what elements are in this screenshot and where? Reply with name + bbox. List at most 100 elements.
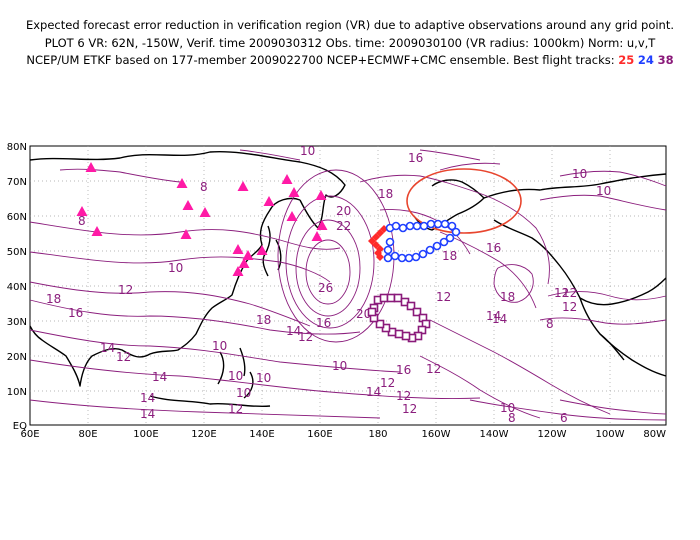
flight-track-point — [412, 221, 422, 231]
contour-label: 12 — [380, 376, 395, 390]
contour-label: 10 — [256, 371, 271, 385]
contour-label: 12 — [562, 300, 577, 314]
lon-label: 120E — [191, 429, 216, 440]
lon-label: 100W — [596, 429, 625, 440]
lon-label: 140E — [249, 429, 274, 440]
raob-marker — [85, 162, 97, 172]
lon-label: 160W — [422, 429, 451, 440]
lon-label: 100E — [133, 429, 158, 440]
contour-label: 18 — [256, 313, 271, 327]
raob-marker — [242, 250, 254, 260]
flight-track-point — [375, 319, 385, 329]
contour-label: 12 — [402, 402, 417, 416]
lon-label: 80E — [78, 429, 97, 440]
contour-label: 14 — [366, 385, 381, 399]
raob-marker — [316, 220, 328, 230]
flight-track-point — [390, 251, 400, 261]
lat-label: 50N — [7, 247, 27, 258]
flight-track-point — [440, 219, 450, 229]
lat-label: 60N — [7, 212, 27, 223]
contour-label: 18 — [378, 187, 393, 201]
contour-label: 10 — [332, 359, 347, 373]
flight-track-point — [445, 233, 455, 243]
lon-label: 160E — [307, 429, 332, 440]
header-line-1: Expected forecast error reduction in ver… — [25, 18, 675, 32]
flight-track-point — [412, 307, 422, 317]
contour-label: 10 — [300, 144, 315, 158]
flight-track-point — [397, 253, 407, 263]
lon-label: 180 — [368, 429, 387, 440]
flight-track-point — [404, 253, 414, 263]
raob-marker — [76, 206, 88, 216]
contour-label: 12 — [436, 290, 451, 304]
raob-marker — [311, 231, 323, 241]
flight-track-point — [367, 307, 377, 317]
flight-track-point — [393, 293, 403, 303]
lat-label: 30N — [7, 317, 27, 328]
raob-marker — [256, 245, 268, 255]
contour-label: 16 — [396, 363, 411, 377]
contour-label: 14 — [100, 341, 115, 355]
lat-label: 80N — [7, 142, 27, 153]
raob-marker — [232, 244, 244, 254]
header-line-2: PLOT 6 VR: 62N, -150W, Verif. time 20090… — [44, 36, 656, 50]
flight-track-point — [425, 245, 435, 255]
contour-label: 12 — [116, 350, 131, 364]
track-25-label: 25 — [618, 53, 635, 67]
flight-track-point — [418, 249, 428, 259]
contour-label: 14 — [492, 312, 507, 326]
contour-label: 8 — [200, 180, 208, 194]
contour-label: 18 — [500, 290, 515, 304]
contour-label: 10 — [228, 369, 243, 383]
flight-track-point — [411, 252, 421, 262]
lat-label: 10N — [7, 387, 27, 398]
flight-track-point — [419, 221, 429, 231]
contour-label: 10 — [596, 184, 611, 198]
contour-label: 12 — [426, 362, 441, 376]
contour-label: 12 — [228, 402, 243, 416]
contour-label: 8 — [508, 411, 516, 425]
flight-track-point — [401, 331, 411, 341]
contour-label: 8 — [546, 317, 554, 331]
flight-track-point — [426, 219, 436, 229]
contour-label: 22 — [336, 219, 351, 233]
flight-track-point — [447, 221, 457, 231]
raob-marker — [263, 196, 275, 206]
lat-label: 20N — [7, 352, 27, 363]
flight-track-point — [376, 253, 384, 261]
contour-label: 14 — [140, 407, 155, 421]
raob-marker — [288, 187, 300, 197]
flight-track-point — [391, 221, 401, 231]
flight-track-point — [432, 241, 442, 251]
raob-marker — [199, 207, 211, 217]
contour-label: 14 — [486, 309, 501, 323]
contour-label: 12 — [396, 389, 411, 403]
flight-track-point — [398, 223, 408, 233]
verification-region-circle — [406, 168, 522, 234]
raob-marker — [238, 258, 250, 268]
contour-label: 12 — [554, 286, 569, 300]
contour-labels: 10 16 10 10 8 8 18 20 22 26 18 16 10 12 … — [46, 144, 611, 425]
lon-label: 80W — [643, 429, 666, 440]
track-24-label: 24 — [637, 53, 654, 67]
contour-label: 10 — [572, 167, 587, 181]
raob-marker — [315, 190, 327, 200]
header-line-3-text: NCEP/UM ETKF based on 177-member 2009022… — [26, 53, 615, 67]
flight-track-point — [394, 329, 404, 339]
contour-label: 10 — [212, 339, 227, 353]
lon-label: 120W — [538, 429, 567, 440]
contour-label: 18 — [442, 249, 457, 263]
contour-label: 16 — [408, 151, 423, 165]
flight-track-point — [433, 219, 443, 229]
flight-track-point — [439, 237, 449, 247]
contour-label: 14 — [152, 370, 167, 384]
contour-label: 12 — [118, 283, 133, 297]
contour-label: 8 — [78, 214, 86, 228]
flight-track-point — [406, 301, 416, 311]
flight-track-24 — [383, 219, 461, 263]
contour-label: 16 — [316, 316, 331, 330]
lat-label: 40N — [7, 282, 27, 293]
contour-label: 6 — [560, 411, 568, 425]
raob-marker — [232, 266, 244, 276]
raob-marker — [176, 178, 188, 188]
